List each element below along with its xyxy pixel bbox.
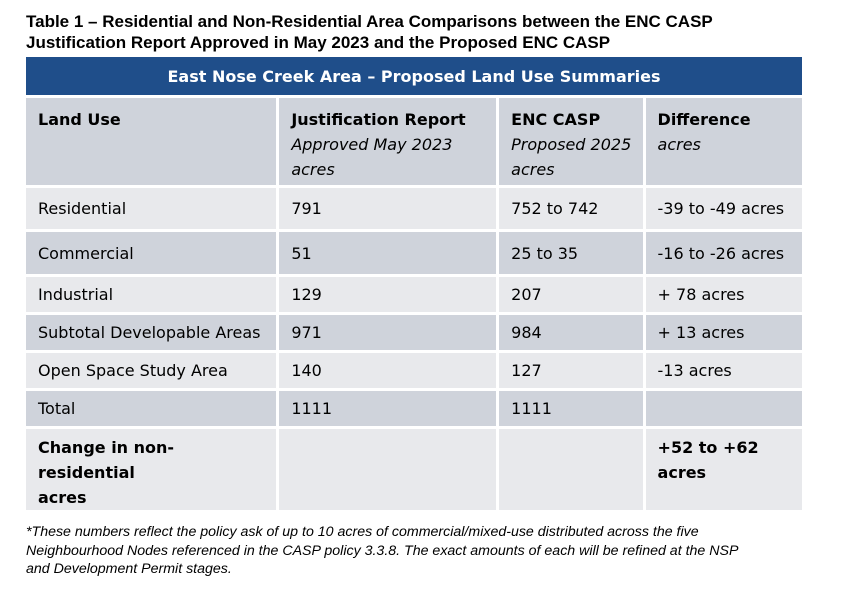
cell-jr: 1111 [277,389,500,429]
col-header-justification: Justification Report Approved May 2023 a… [277,96,500,188]
cell-casp: 207 [497,275,646,315]
cell-diff [644,389,802,429]
cell-jr: 791 [277,186,500,232]
cell-casp: 984 [497,313,646,353]
cell-casp: 752 to 742 [497,186,646,232]
cell-land-use: Industrial [26,275,280,315]
col-header-casp-title: ENC CASP [511,110,601,129]
change-label-line-1: Change in non-residential [38,438,175,482]
cell-casp-empty [497,427,646,513]
col-header-casp-unit: acres [511,160,555,179]
cell-diff: -39 to -49 acres [644,186,802,232]
cell-jr: 971 [277,313,500,353]
col-header-diff-unit: acres [657,135,701,154]
table-row: Industrial 129 207 + 78 acres [26,275,802,315]
cell-diff: -16 to -26 acres [644,230,802,277]
cell-casp: 25 to 35 [497,230,646,277]
col-header-casp: ENC CASP Proposed 2025 acres [497,96,646,188]
footnote-line-3: and Development Permit stages. [26,561,232,577]
col-header-jr-sub: Approved May 2023 [291,135,453,154]
cell-diff: + 13 acres [644,313,802,353]
footnote-line-1: *These numbers reflect the policy ask of… [26,524,699,540]
cell-diff: + 78 acres [644,275,802,315]
cell-land-use: Commercial [26,230,280,277]
cell-casp: 1111 [497,389,646,429]
caption-line-2: Justification Report Approved in May 202… [26,33,611,52]
col-header-land-use: Land Use [26,96,280,188]
col-header-land-use-label: Land Use [38,110,121,129]
col-header-jr-unit: acres [291,160,335,179]
cell-land-use: Residential [26,186,280,232]
cell-change-diff: +52 to +62 acres [644,427,802,513]
caption-line-1: Table 1 – Residential and Non-Residentia… [26,12,713,31]
cell-land-use: Open Space Study Area [26,351,280,391]
cell-land-use: Subtotal Developable Areas [26,313,280,353]
table-row: Subtotal Developable Areas 971 984 + 13 … [26,313,802,353]
footnote: *These numbers reflect the policy ask of… [26,523,826,579]
footnote-line-2: Neighbourhood Nodes referenced in the CA… [26,542,739,559]
cell-casp: 127 [497,351,646,391]
cell-jr: 129 [277,275,500,315]
column-header-row: Land Use Justification Report Approved M… [26,96,802,188]
land-use-table: East Nose Creek Area – Proposed Land Use… [26,57,802,513]
col-header-casp-sub: Proposed 2025 [511,135,632,154]
cell-land-use: Total [26,389,280,429]
cell-jr-empty [277,427,500,513]
col-header-jr-title: Justification Report [291,110,466,129]
cell-jr: 140 [277,351,500,391]
table-row: Commercial 51 25 to 35 -16 to -26 acres [26,230,802,277]
table-title: East Nose Creek Area – Proposed Land Use… [26,57,802,98]
change-label-line-2: acres [38,488,87,507]
table-row: Open Space Study Area 140 127 -13 acres [26,351,802,391]
col-header-difference: Difference acres [644,96,802,188]
cell-change-label: Change in non-residential acres [26,427,280,513]
table-row: Total 1111 1111 [26,389,802,429]
change-row: Change in non-residential acres +52 to +… [26,427,802,513]
cell-diff: -13 acres [644,351,802,391]
cell-jr: 51 [277,230,500,277]
table-row: Residential 791 752 to 742 -39 to -49 ac… [26,186,802,232]
col-header-diff-title: Difference [657,110,751,129]
table-caption: Table 1 – Residential and Non-Residentia… [26,11,836,53]
